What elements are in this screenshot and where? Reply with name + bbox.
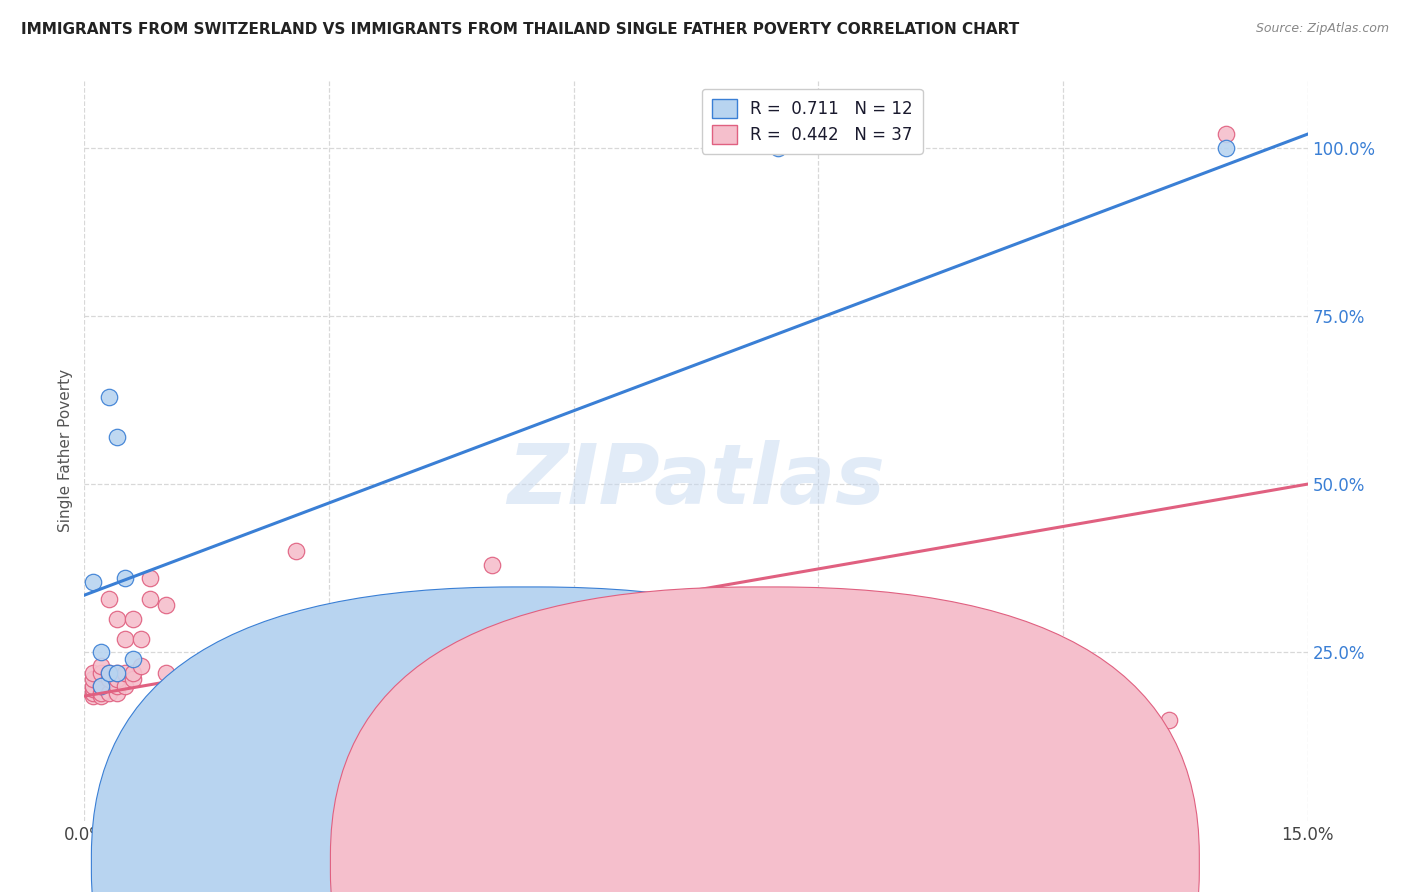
Text: ZIPatlas: ZIPatlas	[508, 440, 884, 521]
Point	[82, 682, 104, 697]
Point	[481, 558, 503, 572]
Point	[90, 679, 112, 693]
Point	[562, 599, 585, 613]
Point	[105, 612, 128, 626]
Point	[97, 591, 120, 606]
Point	[90, 665, 112, 680]
Point	[114, 632, 136, 646]
Point	[260, 652, 283, 666]
Point	[97, 665, 120, 680]
Point	[131, 658, 153, 673]
Point	[131, 632, 153, 646]
Point	[766, 140, 789, 154]
Point	[122, 665, 145, 680]
Point	[285, 544, 308, 558]
Point	[122, 612, 145, 626]
Point	[97, 686, 120, 700]
Point	[114, 665, 136, 680]
Text: Immigrants from Thailand: Immigrants from Thailand	[785, 856, 983, 871]
Text: Source: ZipAtlas.com: Source: ZipAtlas.com	[1256, 22, 1389, 36]
Point	[105, 673, 128, 687]
Point	[82, 665, 104, 680]
Point	[82, 679, 104, 693]
Legend: R =  0.711   N = 12, R =  0.442   N = 37: R = 0.711 N = 12, R = 0.442 N = 37	[702, 88, 922, 153]
Point	[97, 665, 120, 680]
Point	[1215, 140, 1237, 154]
Y-axis label: Single Father Poverty: Single Father Poverty	[58, 369, 73, 532]
Point	[90, 679, 112, 693]
Point	[122, 652, 145, 666]
Point	[105, 665, 128, 680]
Text: IMMIGRANTS FROM SWITZERLAND VS IMMIGRANTS FROM THAILAND SINGLE FATHER POVERTY CO: IMMIGRANTS FROM SWITZERLAND VS IMMIGRANT…	[21, 22, 1019, 37]
Point	[1157, 713, 1180, 727]
Text: Immigrants from Switzerland: Immigrants from Switzerland	[546, 856, 768, 871]
Point	[90, 658, 112, 673]
Point	[82, 689, 104, 703]
Point	[105, 665, 128, 680]
Point	[82, 574, 104, 589]
Point	[82, 686, 104, 700]
Point	[114, 679, 136, 693]
Point	[90, 686, 112, 700]
Point	[82, 673, 104, 687]
Point	[155, 599, 177, 613]
Point	[1215, 127, 1237, 141]
Point	[90, 645, 112, 659]
Point	[97, 390, 120, 404]
Point	[105, 686, 128, 700]
Point	[114, 571, 136, 585]
Point	[122, 673, 145, 687]
Point	[90, 689, 112, 703]
Point	[155, 665, 177, 680]
Point	[138, 571, 160, 585]
Point	[138, 591, 160, 606]
Point	[97, 673, 120, 687]
Point	[105, 679, 128, 693]
Point	[105, 430, 128, 444]
